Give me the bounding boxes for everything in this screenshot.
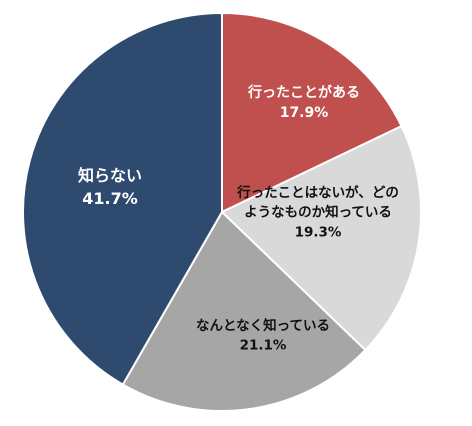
slice-category-label: 知らない — [78, 166, 142, 185]
slice-value-label: 19.3% — [295, 224, 342, 240]
slice-category-label: 行ったことがある — [247, 84, 360, 101]
slice-value-label: 21.1% — [240, 338, 287, 354]
pie-slice-2 — [121, 211, 367, 412]
slice-value-label: 41.7% — [82, 189, 138, 208]
slice-label-2: なんとなく知っている 21.1% — [196, 317, 330, 354]
pie-slice-3 — [22, 12, 223, 386]
slice-value-label: 17.9% — [280, 105, 329, 121]
pie-slice-1 — [221, 125, 422, 352]
slice-label-0: 行ったことがある 17.9% — [247, 84, 360, 121]
slice-category-label: なんとなく知っている — [196, 317, 330, 334]
slice-label-3: 知らない 41.7% — [78, 166, 142, 208]
slice-category-label: ようなものか知っている — [244, 204, 392, 221]
pie-slice-0 — [221, 12, 403, 213]
slice-category-label: 行ったことはないが、どの — [236, 184, 399, 201]
